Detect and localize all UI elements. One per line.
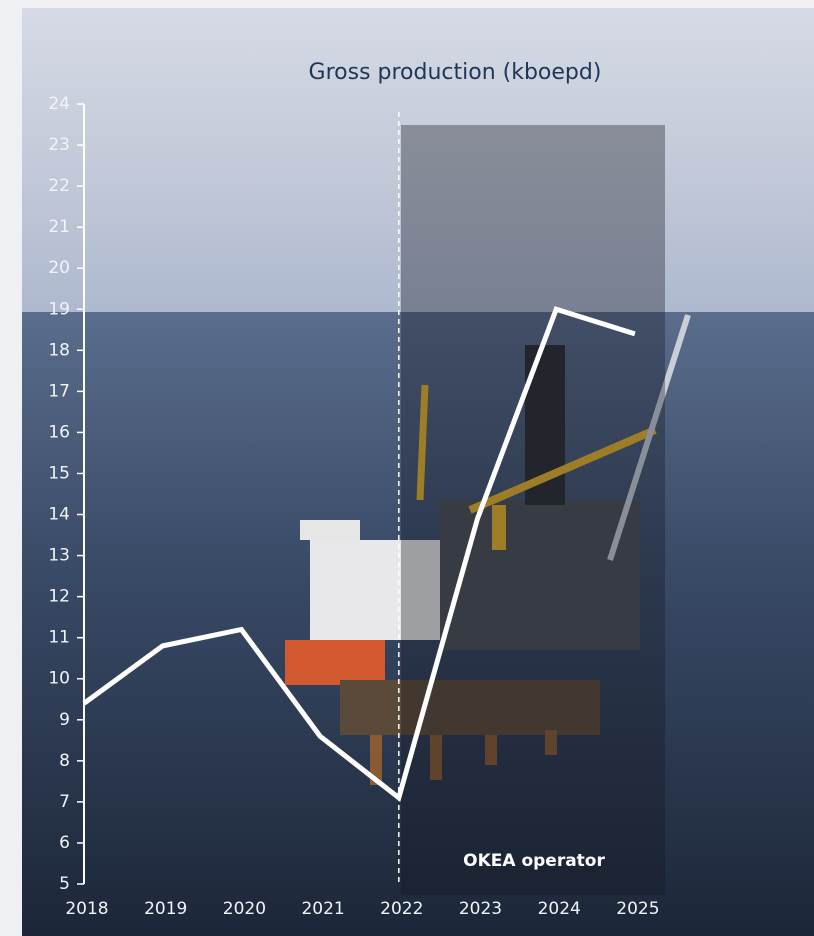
y-tick-label: 18 (48, 340, 70, 360)
y-tick-label: 19 (48, 299, 70, 319)
y-tick-label: 15 (48, 463, 70, 483)
x-tick-label: 2020 (223, 899, 266, 919)
y-tick-label: 21 (48, 217, 70, 237)
annotation: OKEA operator (463, 851, 605, 871)
x-tick-label: 2022 (380, 899, 423, 919)
y-tick-label: 11 (48, 628, 70, 648)
chart-title: Gross production (kboepd) (309, 60, 602, 85)
x-tick-label: 2024 (538, 899, 581, 919)
background-photo (22, 8, 814, 936)
y-tick-label: 12 (48, 587, 70, 607)
y-tick-label: 6 (59, 833, 70, 853)
y-tick-label: 20 (48, 258, 70, 278)
y-tick-label: 7 (59, 792, 70, 812)
y-tick-label: 10 (48, 669, 70, 689)
y-tick-label: 9 (59, 710, 70, 730)
production-line (82, 306, 636, 803)
y-tick-label: 13 (48, 546, 70, 566)
y-tick-label: 5 (59, 874, 70, 894)
operator-shade (401, 125, 665, 895)
y-tick-label: 17 (48, 381, 70, 401)
y-tick-label: 24 (48, 94, 70, 114)
y-tick-label: 23 (48, 135, 70, 155)
x-tick-label: 2025 (616, 899, 659, 919)
x-tick-label: 2021 (301, 899, 344, 919)
x-tick-label: 2019 (144, 899, 187, 919)
x-tick-label: 2023 (459, 899, 502, 919)
x-tick-label: 2018 (65, 899, 108, 919)
y-tick-label: 14 (48, 505, 70, 525)
y-tick-label: 8 (59, 751, 70, 771)
y-tick-label: 22 (48, 176, 70, 196)
y-tick-label: 16 (48, 422, 70, 442)
